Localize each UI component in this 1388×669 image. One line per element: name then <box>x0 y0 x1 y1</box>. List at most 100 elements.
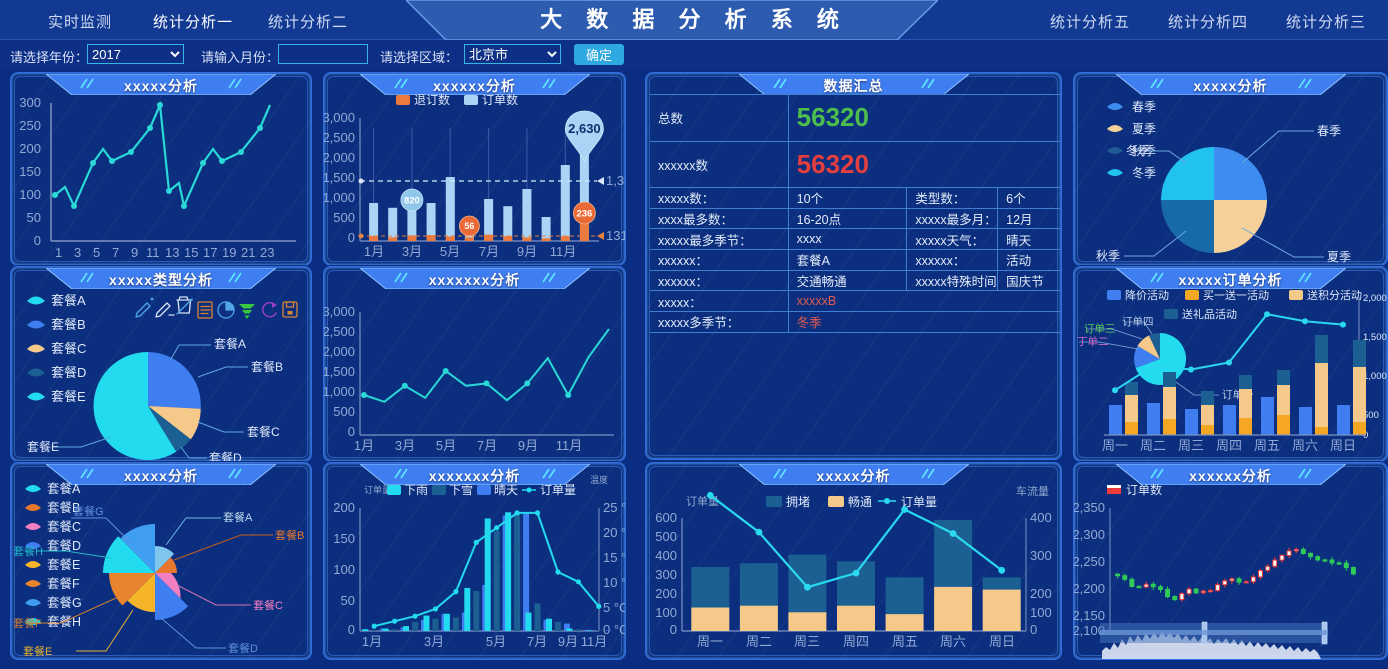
svg-text:套餐E: 套餐E <box>47 557 80 572</box>
svg-text:19: 19 <box>222 245 236 260</box>
svg-text:套餐A: 套餐A <box>214 336 246 351</box>
svg-text:温度: 温度 <box>590 474 608 485</box>
svg-text:订单量: 订单量 <box>540 483 576 497</box>
svg-text:退订数: 退订数 <box>414 92 450 107</box>
svg-text:2,200: 2,200 <box>1074 581 1105 596</box>
svg-text:2,500: 2,500 <box>324 324 355 339</box>
svg-text:15: 15 <box>184 245 198 260</box>
svg-text:冬季: 冬季 <box>1126 143 1150 158</box>
svg-text:下雪: 下雪 <box>449 483 473 497</box>
svg-text:冬季: 冬季 <box>1132 165 1156 180</box>
svg-text:9: 9 <box>131 245 138 260</box>
svg-text:订单四: 订单四 <box>1122 316 1154 328</box>
svg-text:周一: 周一 <box>697 634 723 649</box>
svg-text:7: 7 <box>112 245 119 260</box>
svg-text:11月: 11月 <box>550 244 577 259</box>
svg-text:500: 500 <box>333 210 355 225</box>
svg-text:周五: 周五 <box>892 634 918 649</box>
svg-text:套餐C: 套餐C <box>51 341 86 356</box>
svg-text:周二: 周二 <box>746 634 772 649</box>
svg-text:套餐B: 套餐B <box>51 317 86 332</box>
svg-text:11月: 11月 <box>556 438 583 453</box>
svg-text:车流量: 车流量 <box>1016 484 1049 498</box>
svg-text:131.: 131. <box>606 228 626 243</box>
svg-text:3,000: 3,000 <box>324 304 355 319</box>
svg-text:250: 250 <box>19 118 41 133</box>
svg-text:1,500: 1,500 <box>1363 332 1387 343</box>
svg-text:2,630: 2,630 <box>568 121 601 136</box>
svg-text:周六: 周六 <box>1292 438 1318 453</box>
svg-text:周三: 周三 <box>1178 438 1204 453</box>
svg-text:丁单二: 丁单二 <box>1077 336 1109 348</box>
svg-text:1月: 1月 <box>364 244 384 259</box>
svg-text:套餐C: 套餐C <box>253 598 283 612</box>
svg-text:套餐A: 套餐A <box>47 481 81 496</box>
svg-text:秋季: 秋季 <box>1096 249 1120 263</box>
svg-text:周六: 周六 <box>940 634 966 649</box>
svg-text:200: 200 <box>19 141 41 156</box>
svg-text:100: 100 <box>1030 605 1052 620</box>
svg-text:0: 0 <box>348 230 355 245</box>
svg-text:套餐E: 套餐E <box>27 439 59 454</box>
svg-text:9月: 9月 <box>558 634 578 649</box>
svg-text:套餐A: 套餐A <box>223 510 253 524</box>
svg-text:5月: 5月 <box>436 438 456 453</box>
svg-text:套餐G: 套餐G <box>73 504 104 518</box>
svg-text:600: 600 <box>655 510 677 525</box>
svg-text:200: 200 <box>655 586 677 601</box>
svg-text:9月: 9月 <box>518 438 538 453</box>
svg-text:10 °C: 10 °C <box>603 575 626 590</box>
svg-text:5月: 5月 <box>486 634 506 649</box>
svg-text:2,350: 2,350 <box>1074 500 1105 515</box>
svg-text:100: 100 <box>19 187 41 202</box>
svg-text:3月: 3月 <box>424 634 444 649</box>
svg-text:夏季: 夏季 <box>1327 250 1351 264</box>
svg-text:套餐G: 套餐G <box>47 595 82 610</box>
svg-text:15 °C: 15 °C <box>603 550 626 565</box>
svg-text:2,000: 2,000 <box>1363 293 1387 304</box>
svg-text:周日: 周日 <box>989 634 1015 649</box>
svg-text:1,500: 1,500 <box>324 170 355 185</box>
svg-text:周四: 周四 <box>1216 438 1242 453</box>
svg-text:1,500: 1,500 <box>324 364 355 379</box>
svg-text:0: 0 <box>348 424 355 439</box>
svg-text:7月: 7月 <box>527 634 547 649</box>
svg-text:订单量: 订单量 <box>364 484 391 495</box>
svg-text:套餐D: 套餐D <box>209 450 242 462</box>
svg-text:200: 200 <box>1030 586 1052 601</box>
svg-text:夏季: 夏季 <box>1132 122 1156 136</box>
svg-text:晴天: 晴天 <box>494 483 518 497</box>
svg-text:150: 150 <box>19 164 41 179</box>
svg-text:买一送一活动: 买一送一活动 <box>1203 288 1269 302</box>
svg-text:400: 400 <box>1030 510 1052 525</box>
svg-text:5: 5 <box>93 245 100 260</box>
svg-text:套餐C: 套餐C <box>47 519 81 534</box>
svg-text:200: 200 <box>333 500 355 515</box>
svg-text:套餐D: 套餐D <box>51 365 86 380</box>
svg-text:100: 100 <box>655 605 677 620</box>
svg-text:套餐C: 套餐C <box>247 424 280 439</box>
svg-text:25 °C: 25 °C <box>603 500 626 515</box>
svg-text:2,000: 2,000 <box>324 344 355 359</box>
svg-text:400: 400 <box>655 548 677 563</box>
svg-text:周一: 周一 <box>1102 438 1128 453</box>
svg-text:50: 50 <box>341 593 355 608</box>
svg-text:送积分活动: 送积分活动 <box>1307 288 1362 302</box>
svg-text:3: 3 <box>74 245 81 260</box>
svg-text:2,300: 2,300 <box>1074 527 1105 542</box>
svg-text:2,250: 2,250 <box>1074 554 1105 569</box>
svg-text:3月: 3月 <box>402 244 422 259</box>
svg-text:降价活动: 降价活动 <box>1125 288 1169 302</box>
svg-text:2,500: 2,500 <box>324 130 355 145</box>
svg-text:订单数: 订单数 <box>482 92 518 107</box>
svg-text:11: 11 <box>146 245 160 260</box>
svg-text:套餐F: 套餐F <box>13 616 42 630</box>
svg-text:300: 300 <box>655 567 677 582</box>
svg-text:周五: 周五 <box>1254 438 1280 453</box>
svg-text:1,000: 1,000 <box>1363 371 1387 382</box>
svg-text:周四: 周四 <box>843 634 869 649</box>
svg-text:1月: 1月 <box>354 438 374 453</box>
svg-text:拥堵: 拥堵 <box>786 495 810 509</box>
svg-text:送礼品活动: 送礼品活动 <box>1182 307 1237 321</box>
svg-text:套餐E: 套餐E <box>23 644 52 658</box>
